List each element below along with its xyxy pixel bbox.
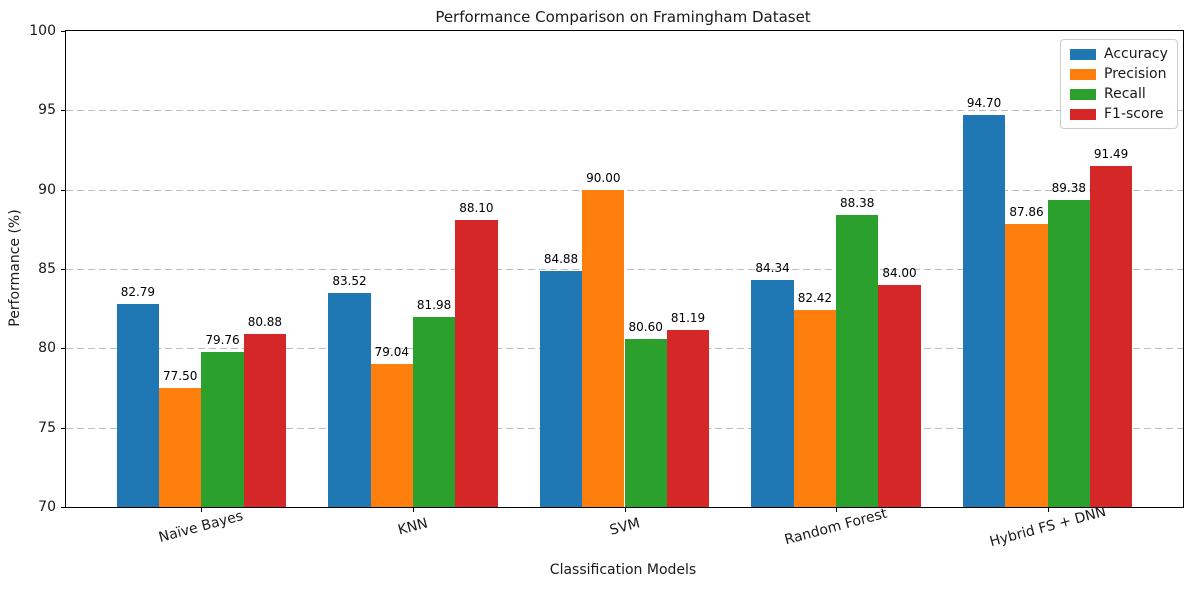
y-tick-label: 100 [29,23,56,39]
bar-value-label: 88.10 [459,200,494,215]
y-tick-mark [61,110,65,112]
bar-recall-3 [836,215,879,507]
y-tick-mark [61,189,65,191]
bar-value-label: 80.88 [247,315,283,330]
bar-accuracy-1 [328,292,371,507]
legend-swatch-accuracy [1070,48,1096,60]
bar-f1-score-3 [878,284,921,507]
bar-f1-score-0 [243,334,286,507]
bar-value-label: 89.38 [1051,180,1086,195]
bar-accuracy-4 [963,115,1006,507]
x-tick-label: KNN [396,515,430,539]
gridline [66,110,1183,112]
gridline [66,269,1183,270]
y-tick-mark [61,31,65,32]
bar-precision-3 [793,309,836,507]
legend-item: Recall [1070,86,1168,102]
legend-swatch-recall [1070,88,1096,100]
bar-precision-0 [159,388,202,507]
x-tick-label: Random Forest [783,505,889,549]
legend-item: F1-score [1070,106,1168,122]
legend-swatch-precision [1070,68,1096,80]
bar-value-label: 81.19 [670,310,706,325]
bar-value-label: 91.49 [1093,147,1129,161]
plot-area: 70 75 80 85 90 95 100 82.79 83.52 84.88 84.34 94.70… [29,23,1184,550]
bar-recall-4 [1047,199,1090,507]
bar-accuracy-3 [751,279,794,507]
y-tick-mark [61,269,65,270]
y-tick-label: 75 [38,419,56,436]
x-tick-mark [201,508,203,512]
x-tick-label: SVM [607,515,642,539]
x-tick-mark [412,508,414,512]
y-tick-label: 95 [38,102,56,119]
y-tick-label: 70 [38,499,56,515]
legend-item: Precision [1070,66,1168,82]
y-tick-mark [61,427,65,429]
bar-recall-1 [412,316,456,507]
bar-value-label: 82.42 [797,290,833,305]
x-tick-mark [1047,508,1049,512]
x-tick-label: Naïve Bayes [157,508,246,546]
chart-title: Performance Comparison on Framingham Dat… [435,8,811,26]
bar-value-label: 79.04 [374,344,409,359]
bar-f1-score-2 [666,329,710,507]
legend: Accuracy Precision Recall F1-score [1060,39,1178,129]
legend-item: Accuracy [1070,46,1168,62]
bar-f1-score-4 [1089,166,1133,507]
x-axis-title: Classification Models [549,562,697,578]
bar-value-label: 83.52 [332,273,367,288]
y-tick-mark [61,507,65,508]
bar-value-label: 82.79 [120,285,156,300]
y-tick-label: 85 [38,261,56,277]
bar-value-label: 90.00 [586,170,621,185]
legend-label: F1-score [1104,106,1164,122]
bar-value-label: 77.50 [163,369,198,383]
bar-value-label: 81.98 [416,297,452,312]
x-tick-mark [836,508,838,512]
y-tick-label: 80 [38,340,56,357]
bar-precision-2 [582,189,625,507]
x-tick-mark [624,508,626,512]
bar-accuracy-2 [539,270,583,507]
y-tick-mark [61,348,65,350]
bar-f1-score-1 [455,219,498,507]
bar-precision-1 [370,363,413,507]
bar-value-label: 94.70 [966,96,1002,111]
bar-recall-0 [201,352,244,507]
legend-label: Precision [1104,66,1167,82]
bar-value-label: 84.34 [755,260,790,275]
legend-label: Accuracy [1104,46,1168,62]
bar-recall-2 [624,338,667,507]
legend-swatch-f1-score [1070,108,1096,120]
bar-value-label: 80.60 [628,319,663,334]
bar-precision-4 [1005,223,1048,507]
gridline [66,189,1183,191]
bar-value-label: 87.86 [1009,204,1044,219]
bar-value-label: 84.88 [543,251,579,266]
bar-value-label: 88.38 [840,196,875,211]
bar-accuracy-0 [116,304,160,507]
y-tick-label: 90 [38,181,56,198]
bar-value-label: 79.76 [205,333,240,348]
bar-value-label: 84.00 [882,265,917,280]
legend-label: Recall [1104,86,1146,102]
